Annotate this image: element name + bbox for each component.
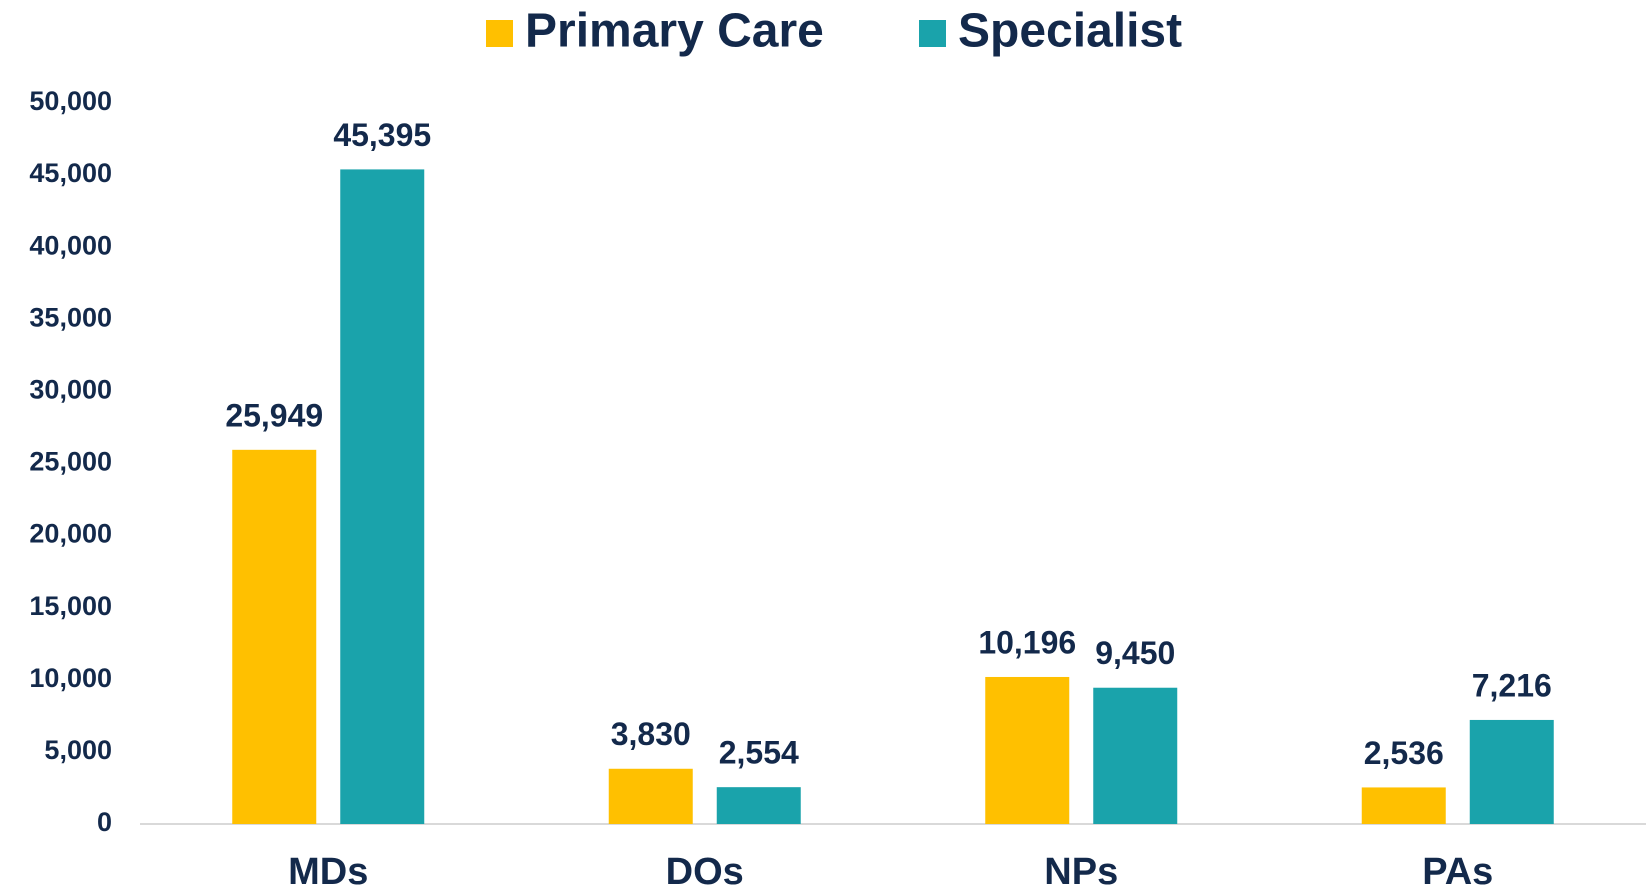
- x-tick-label: NPs: [1044, 851, 1118, 893]
- x-tick-label: MDs: [288, 851, 368, 893]
- value-label: 2,536: [1364, 735, 1444, 771]
- legend-swatch: [919, 20, 946, 47]
- value-label: 10,196: [978, 624, 1076, 660]
- legend-label: Specialist: [958, 5, 1182, 58]
- y-tick-label: 35,000: [29, 302, 112, 332]
- bar: [1361, 787, 1446, 824]
- y-tick-label: 15,000: [29, 591, 112, 621]
- y-tick-label: 40,000: [29, 230, 112, 260]
- bar: [985, 676, 1070, 824]
- x-tick-label: PAs: [1422, 851, 1493, 893]
- value-label: 45,395: [333, 117, 431, 153]
- value-label: 9,450: [1095, 635, 1175, 671]
- legend-label: Primary Care: [525, 5, 824, 58]
- y-tick-label: 50,000: [29, 86, 112, 116]
- y-tick-label: 0: [97, 807, 112, 837]
- bar: [608, 768, 693, 824]
- y-tick-label: 5,000: [44, 735, 112, 765]
- bar: [340, 169, 425, 824]
- bar: [232, 449, 317, 824]
- value-label: 2,554: [719, 735, 799, 771]
- value-label: 25,949: [225, 397, 323, 433]
- x-tick-label: DOs: [666, 851, 744, 893]
- bar: [1093, 687, 1178, 824]
- value-label: 7,216: [1472, 667, 1552, 703]
- bar: [716, 787, 801, 824]
- y-tick-label: 45,000: [29, 158, 112, 188]
- bar: [1469, 719, 1554, 824]
- y-tick-label: 10,000: [29, 663, 112, 693]
- legend-swatch: [486, 20, 513, 47]
- y-tick-label: 30,000: [29, 375, 112, 405]
- y-tick-label: 20,000: [29, 519, 112, 549]
- value-label: 3,830: [611, 716, 691, 752]
- y-tick-label: 25,000: [29, 447, 112, 477]
